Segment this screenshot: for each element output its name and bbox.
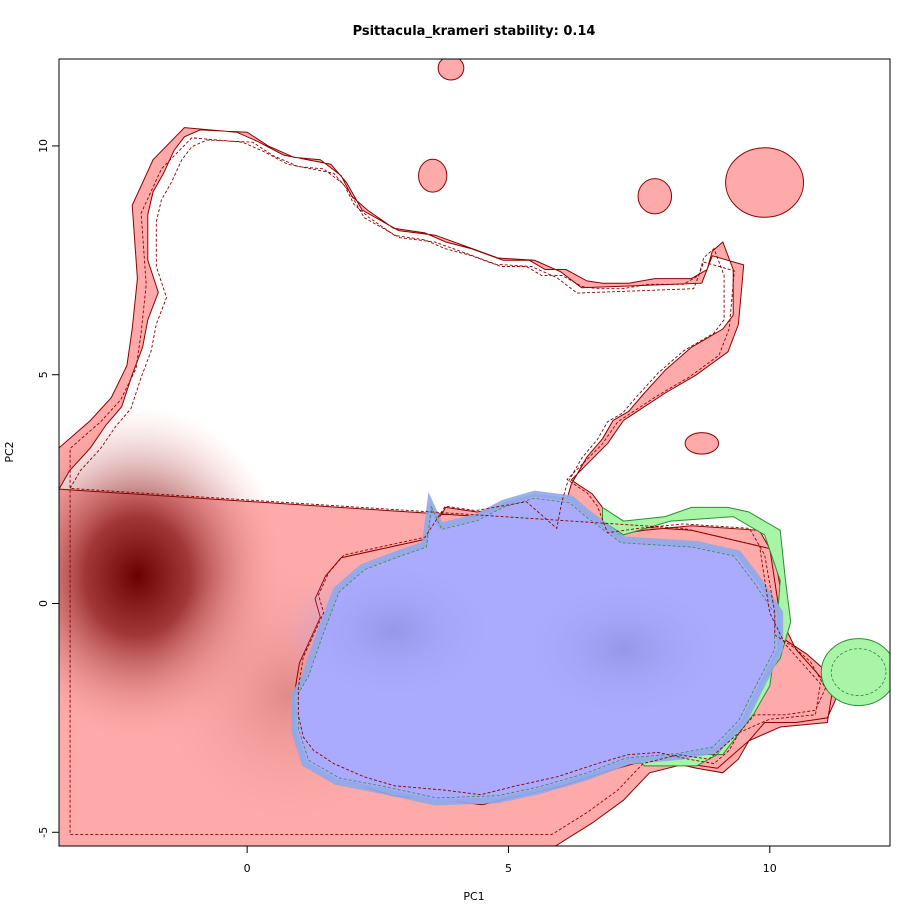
x-axis-label: PC1: [463, 890, 484, 903]
native-inner-contour: [69, 137, 827, 836]
y-tick-label: -5: [37, 827, 50, 838]
y-tick-label: 10: [37, 139, 50, 153]
introduced-island-inner-contour: [830, 648, 887, 696]
overlap-density-peak-2: [513, 574, 734, 725]
x-tick-label: 0: [244, 862, 251, 875]
overlap-density-peak-1: [283, 555, 504, 706]
introduced-island: [820, 638, 890, 707]
chart-title: Psittacula_krameri stability: 0.14: [353, 24, 596, 39]
native-island-1: [437, 59, 465, 81]
native-island-5: [684, 432, 720, 455]
native-island-3: [637, 178, 673, 215]
native-island-4: [725, 147, 805, 218]
introduced-range-outline: [602, 506, 792, 767]
native-island-2: [418, 158, 448, 193]
x-tick-label: 5: [505, 862, 512, 875]
plot-area: [59, 59, 890, 846]
y-axis: -5 0 5 10: [37, 139, 60, 838]
y-tick-label: 5: [37, 371, 50, 378]
introduced-outlier-island: [820, 638, 890, 707]
overlap-outline: [298, 497, 776, 799]
x-tick-label: 10: [763, 862, 777, 875]
native-outlier-islands: [418, 59, 805, 455]
x-axis: 0 5 10: [244, 845, 777, 875]
y-tick-label: 0: [37, 600, 50, 607]
y-axis-label: PC2: [3, 441, 16, 462]
